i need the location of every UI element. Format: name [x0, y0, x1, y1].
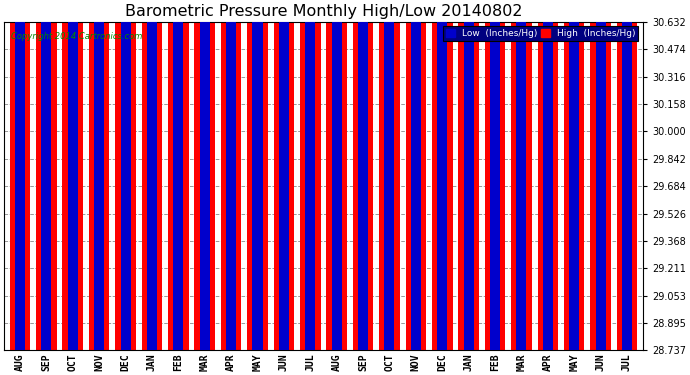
- Bar: [538, 0, 558, 350]
- Bar: [485, 0, 505, 350]
- Bar: [68, 0, 78, 350]
- Bar: [147, 0, 157, 350]
- Bar: [15, 0, 25, 350]
- Bar: [516, 0, 526, 350]
- Bar: [595, 0, 606, 350]
- Bar: [10, 0, 30, 350]
- Bar: [221, 0, 242, 350]
- Bar: [300, 0, 321, 350]
- Bar: [279, 0, 289, 350]
- Bar: [569, 0, 579, 350]
- Bar: [411, 0, 421, 350]
- Text: Copyright 2014 Cartronics.com: Copyright 2014 Cartronics.com: [10, 32, 142, 40]
- Bar: [332, 0, 342, 350]
- Bar: [384, 0, 395, 350]
- Bar: [173, 0, 184, 350]
- Bar: [253, 0, 262, 350]
- Bar: [226, 0, 236, 350]
- Bar: [353, 0, 373, 350]
- Bar: [464, 0, 473, 350]
- Bar: [41, 0, 51, 350]
- Bar: [305, 0, 315, 350]
- Bar: [358, 0, 368, 350]
- Bar: [564, 0, 584, 350]
- Bar: [432, 0, 453, 350]
- Bar: [199, 0, 210, 350]
- Bar: [247, 0, 268, 350]
- Bar: [622, 0, 632, 350]
- Bar: [380, 0, 400, 350]
- Bar: [490, 0, 500, 350]
- Bar: [121, 0, 130, 350]
- Bar: [168, 0, 188, 350]
- Bar: [36, 0, 57, 350]
- Bar: [511, 0, 532, 350]
- Bar: [590, 0, 611, 350]
- Bar: [89, 0, 110, 350]
- Bar: [141, 0, 162, 350]
- Bar: [63, 0, 83, 350]
- Bar: [437, 0, 447, 350]
- Bar: [326, 0, 347, 350]
- Legend: Low  (Inches/Hg), High  (Inches/Hg): Low (Inches/Hg), High (Inches/Hg): [443, 26, 638, 40]
- Bar: [406, 0, 426, 350]
- Bar: [458, 0, 479, 350]
- Bar: [195, 0, 215, 350]
- Bar: [94, 0, 104, 350]
- Bar: [543, 0, 553, 350]
- Title: Barometric Pressure Monthly High/Low 20140802: Barometric Pressure Monthly High/Low 201…: [125, 4, 522, 19]
- Bar: [115, 0, 136, 350]
- Bar: [274, 0, 294, 350]
- Bar: [617, 0, 638, 350]
